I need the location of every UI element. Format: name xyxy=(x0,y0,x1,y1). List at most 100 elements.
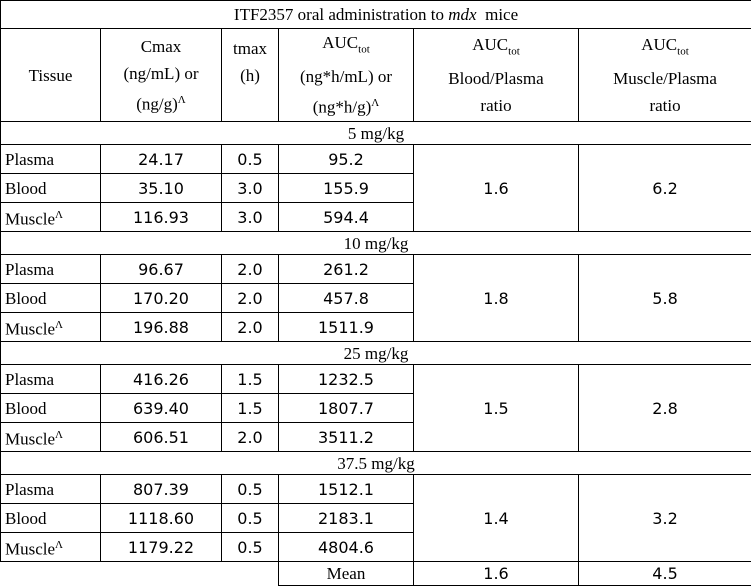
muscle-plasma-ratio: 2.8 xyxy=(579,365,751,452)
auc-cell: 1511.9 xyxy=(279,313,414,342)
tissue-name: Muscle xyxy=(5,539,55,558)
tissue-cell: Plasma xyxy=(1,365,101,394)
auc-cell: 3511.2 xyxy=(279,423,414,452)
tissue-name: Blood xyxy=(5,289,47,308)
cmax-cell: 639.40 xyxy=(101,394,222,423)
tissue-cell: Blood xyxy=(1,504,101,533)
cmax-cell: 24.17 xyxy=(101,145,222,174)
header-text: AUC xyxy=(641,35,677,54)
tissue-cell: MuscleΛ xyxy=(1,313,101,342)
header-sub: tot xyxy=(508,45,520,57)
header-cell: Tissue xyxy=(1,29,101,122)
auc-cell: 594.4 xyxy=(279,203,414,232)
header-text: (ng/mL) or xyxy=(123,64,198,83)
header-sub: tot xyxy=(677,45,689,57)
tissue-name: Blood xyxy=(5,179,47,198)
tmax-cell: 0.5 xyxy=(222,533,279,562)
cmax-cell: 170.20 xyxy=(101,284,222,313)
tissue-cell: Blood xyxy=(1,174,101,203)
tissue-sup: Λ xyxy=(55,539,63,551)
cmax-cell: 807.39 xyxy=(101,475,222,504)
dose-row: 25 mg/kg xyxy=(1,342,751,365)
header-text: Tissue xyxy=(29,66,73,85)
header-text: Muscle/Plasma xyxy=(613,69,717,88)
tissue-name: Plasma xyxy=(5,150,54,169)
muscle-plasma-ratio: 3.2 xyxy=(579,475,751,562)
header-sup: Λ xyxy=(178,94,186,106)
dose-row: 37.5 mg/kg xyxy=(1,452,751,475)
header-text: tmax xyxy=(233,39,267,58)
auc-cell: 95.2 xyxy=(279,145,414,174)
tissue-name: Blood xyxy=(5,399,47,418)
cmax-cell: 1179.22 xyxy=(101,533,222,562)
header-text: ratio xyxy=(480,96,511,115)
header-cell: AUCtot(ng*h/mL) or(ng*h/g)Λ xyxy=(279,29,414,122)
header-text: AUC xyxy=(322,33,358,52)
header-text: (ng/g) xyxy=(136,94,178,113)
auc-cell: 4804.6 xyxy=(279,533,414,562)
blood-plasma-ratio: 1.5 xyxy=(414,365,579,452)
header-sup: Λ xyxy=(371,97,379,109)
blood-plasma-ratio: 1.6 xyxy=(414,145,579,232)
tissue-cell: Blood xyxy=(1,284,101,313)
tissue-cell: Plasma xyxy=(1,475,101,504)
cmax-cell: 1118.60 xyxy=(101,504,222,533)
dose-cell: 10 mg/kg xyxy=(1,232,751,255)
title-text: mice xyxy=(485,5,518,24)
tissue-cell: MuscleΛ xyxy=(1,533,101,562)
auc-cell: 1232.5 xyxy=(279,365,414,394)
tissue-name: Plasma xyxy=(5,260,54,279)
header-sub: tot xyxy=(358,43,370,55)
tissue-sup: Λ xyxy=(55,319,63,331)
title-italic: mdx xyxy=(448,5,476,24)
header-text: AUC xyxy=(472,35,508,54)
tissue-cell: MuscleΛ xyxy=(1,203,101,232)
header-cell: Cmax(ng/mL) or(ng/g)Λ xyxy=(101,29,222,122)
tissue-cell: Plasma xyxy=(1,255,101,284)
auc-cell: 2183.1 xyxy=(279,504,414,533)
tmax-cell: 3.0 xyxy=(222,174,279,203)
tissue-name: Plasma xyxy=(5,480,54,499)
tmax-cell: 0.5 xyxy=(222,475,279,504)
muscle-plasma-ratio: 5.8 xyxy=(579,255,751,342)
dose-row: 5 mg/kg xyxy=(1,122,751,145)
tissue-sup: Λ xyxy=(55,429,63,441)
cmax-cell: 196.88 xyxy=(101,313,222,342)
tissue-cell: Plasma xyxy=(1,145,101,174)
tmax-cell: 2.0 xyxy=(222,313,279,342)
tmax-cell: 0.5 xyxy=(222,145,279,174)
cmax-cell: 35.10 xyxy=(101,174,222,203)
blood-plasma-ratio: 1.4 xyxy=(414,475,579,562)
tmax-cell: 2.0 xyxy=(222,423,279,452)
tmax-cell: 2.0 xyxy=(222,284,279,313)
blood-plasma-ratio: 1.8 xyxy=(414,255,579,342)
tissue-name: Muscle xyxy=(5,429,55,448)
tmax-cell: 0.5 xyxy=(222,504,279,533)
header-cell: tmax(h) xyxy=(222,29,279,122)
cmax-cell: 116.93 xyxy=(101,203,222,232)
tissue-name: Plasma xyxy=(5,370,54,389)
tissue-name: Muscle xyxy=(5,209,55,228)
tissue-sup: Λ xyxy=(55,209,63,221)
header-text: Blood/Plasma xyxy=(448,69,543,88)
tissue-name: Muscle xyxy=(5,319,55,338)
tmax-cell: 3.0 xyxy=(222,203,279,232)
title-text: ITF2357 oral administration to xyxy=(234,5,444,24)
muscle-plasma-ratio: 6.2 xyxy=(579,145,751,232)
tissue-cell: Blood xyxy=(1,394,101,423)
dose-cell: 37.5 mg/kg xyxy=(1,452,751,475)
header-text: (ng*h/mL) or xyxy=(300,67,392,86)
dose-cell: 25 mg/kg xyxy=(1,342,751,365)
cmax-cell: 606.51 xyxy=(101,423,222,452)
dose-cell: 5 mg/kg xyxy=(1,122,751,145)
tissue-cell: MuscleΛ xyxy=(1,423,101,452)
header-row: Tissue Cmax(ng/mL) or(ng/g)Λ tmax(h) AUC… xyxy=(1,29,751,122)
